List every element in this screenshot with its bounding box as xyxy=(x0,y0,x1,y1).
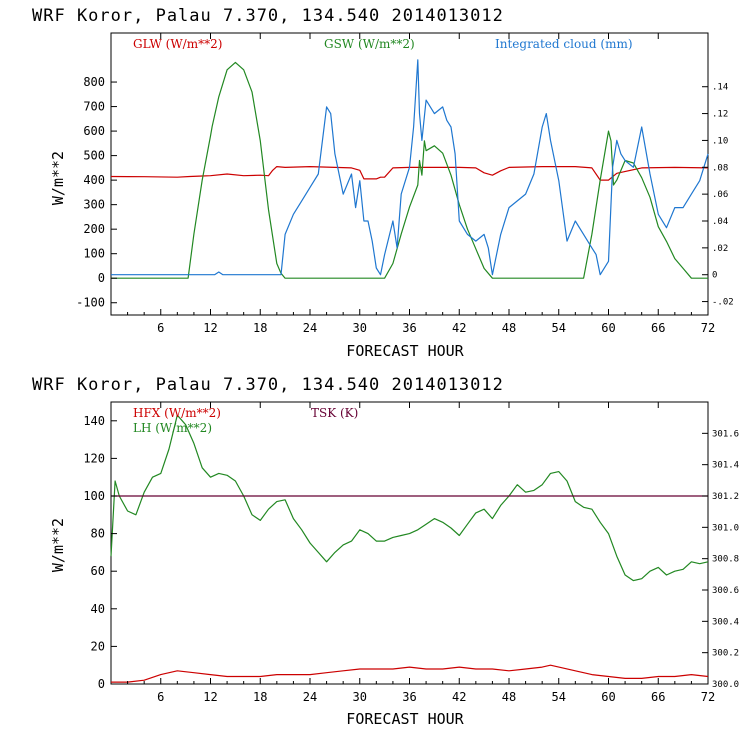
top-y-tick-label: -100 xyxy=(76,296,105,310)
bottom-series-lh-w-m xyxy=(110,414,709,582)
top-y-tick-label: 800 xyxy=(83,75,105,89)
bottom-x-tick-label: 30 xyxy=(353,690,367,704)
bottom-x-tick-label: 6 xyxy=(157,690,164,704)
top-x-tick-label: 48 xyxy=(502,321,516,335)
top-plot-frame xyxy=(110,32,709,316)
top-y-axis-title: W/m**2 xyxy=(49,151,67,205)
top-chart-title: WRF Koror, Palau 7.370, 134.540 20140130… xyxy=(32,6,504,26)
bottom-y-tick-label: 120 xyxy=(83,451,105,465)
legend-tsk: TSK (K) xyxy=(311,406,358,420)
top-chart-panel: WRF Koror, Palau 7.370, 134.540 20140130… xyxy=(32,6,734,360)
bottom-y-tick-label: 140 xyxy=(83,414,105,428)
top-x-tick-label: 30 xyxy=(353,321,367,335)
bottom-y-tick-label: 20 xyxy=(91,639,105,653)
top-x-tick-label: 42 xyxy=(452,321,466,335)
bottom-y-axis-title: W/m**2 xyxy=(49,518,67,572)
top-x-tick-label: 18 xyxy=(253,321,267,335)
bottom-y-tick-label: 100 xyxy=(83,489,105,503)
top-y-tick-label: 400 xyxy=(83,173,105,187)
bottom-x-tick-label: 18 xyxy=(253,690,267,704)
bottom-x-tick-label: 36 xyxy=(402,690,416,704)
bottom-x-tick-label: 54 xyxy=(552,690,566,704)
bottom-y2-tick-label: 300.0 xyxy=(712,680,739,690)
top-y2-tick-label: .12 xyxy=(712,110,728,120)
bottom-y2-tick-label: 301.6 xyxy=(712,429,739,439)
top-y2-tick-label: .04 xyxy=(712,217,728,227)
top-x-tick-label: 54 xyxy=(552,321,566,335)
bottom-y2-tick-label: 301.0 xyxy=(712,523,739,533)
bottom-chart-title: WRF Koror, Palau 7.370, 134.540 20140130… xyxy=(32,375,504,395)
bottom-y2-tick-label: 300.2 xyxy=(712,649,739,659)
top-y2-tick-label: .02 xyxy=(712,244,728,254)
top-y2-tick-label: .14 xyxy=(712,83,728,93)
bottom-y-tick-label: 40 xyxy=(91,602,105,616)
bottom-x-tick-label: 66 xyxy=(651,690,665,704)
top-x-tick-label: 6 xyxy=(157,321,164,335)
top-y2-tick-label: 0 xyxy=(712,271,717,281)
bottom-x-tick-label: 60 xyxy=(601,690,615,704)
legend-glw: GLW (W/m**2) xyxy=(133,37,222,51)
top-y-tick-label: 300 xyxy=(83,198,105,212)
top-x-tick-label: 24 xyxy=(303,321,317,335)
bottom-x-tick-label: 24 xyxy=(303,690,317,704)
top-y-tick-label: 500 xyxy=(83,149,105,163)
top-y-tick-label: 600 xyxy=(83,124,105,138)
bottom-x-tick-label: 72 xyxy=(701,690,715,704)
top-x-tick-label: 12 xyxy=(203,321,217,335)
bottom-y2-tick-label: 301.2 xyxy=(712,492,739,502)
bottom-y2-tick-label: 300.6 xyxy=(712,586,739,596)
bottom-y2-tick-label: 300.4 xyxy=(712,617,739,627)
bottom-x-tick-label: 42 xyxy=(452,690,466,704)
top-y2-tick-label: -.02 xyxy=(712,298,734,308)
top-x-tick-label: 72 xyxy=(701,321,715,335)
legend-gsw: GSW (W/m**2) xyxy=(324,37,415,51)
top-series-glw-w-m xyxy=(110,166,709,181)
top-y-tick-label: 200 xyxy=(83,222,105,236)
bottom-x-tick-label: 48 xyxy=(502,690,516,704)
bottom-plot-frame xyxy=(110,401,709,685)
top-y2-tick-label: .10 xyxy=(712,136,728,146)
top-x-tick-label: 66 xyxy=(651,321,665,335)
top-x-axis-title: FORECAST HOUR xyxy=(346,342,464,360)
bottom-series-hfx-w-m xyxy=(111,664,709,683)
legend-integrated-cloud: Integrated cloud (mm) xyxy=(495,37,633,51)
bottom-y-tick-label: 60 xyxy=(91,564,105,578)
top-y-tick-label: 100 xyxy=(83,247,105,261)
legend-hfx: HFX (W/m**2) xyxy=(133,406,221,420)
bottom-x-tick-label: 12 xyxy=(203,690,217,704)
top-series-integrated-cloud-mm xyxy=(111,59,709,276)
bottom-y-tick-label: 80 xyxy=(91,527,105,541)
top-y2-tick-label: .06 xyxy=(712,190,728,200)
top-y-tick-label: 700 xyxy=(83,100,105,114)
top-y2-tick-label: .08 xyxy=(712,163,728,173)
legend-lh: LH (W/m**2) xyxy=(133,421,212,435)
bottom-x-axis-title: FORECAST HOUR xyxy=(346,710,464,728)
bottom-y-tick-label: 0 xyxy=(98,677,105,691)
top-x-tick-label: 60 xyxy=(601,321,615,335)
bottom-chart-panel: WRF Koror, Palau 7.370, 134.540 20140130… xyxy=(32,375,739,728)
top-series-gsw-w-m xyxy=(111,61,708,279)
top-y-tick-label: 0 xyxy=(98,271,105,285)
top-x-tick-label: 36 xyxy=(402,321,416,335)
bottom-y2-tick-label: 300.8 xyxy=(712,555,739,565)
bottom-y2-tick-label: 301.4 xyxy=(712,461,739,471)
